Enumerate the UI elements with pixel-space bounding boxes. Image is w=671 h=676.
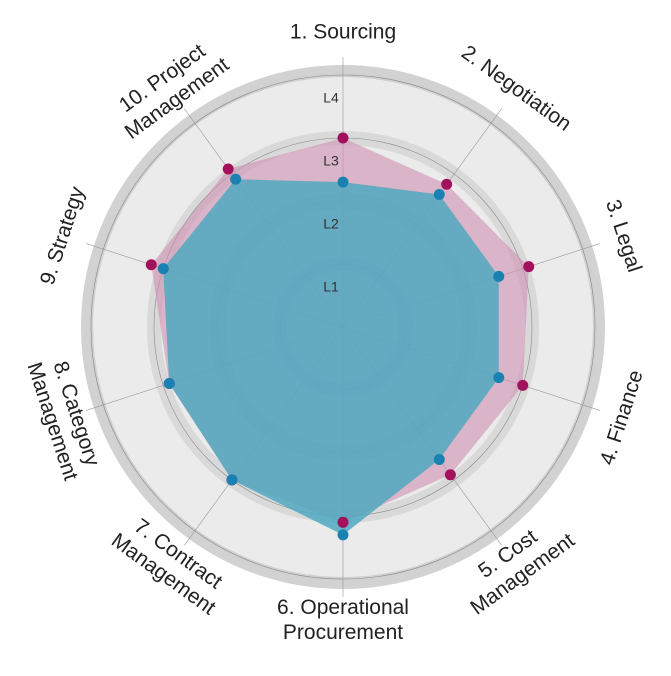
data-point [337,176,349,188]
axis-label: 1. Sourcing [290,21,396,44]
data-point [493,270,505,282]
series-area [163,179,499,535]
axis-label: 3. Legal [601,197,646,275]
r-tick-label: L4 [323,90,339,106]
r-tick-label: L3 [323,153,339,169]
data-point [337,516,349,528]
data-point [157,263,169,275]
axis-label: 9. Strategy [36,184,89,288]
data-point [433,454,445,466]
data-point [163,377,175,389]
data-point [222,163,234,175]
axis-label-line: 6. Operational [277,596,409,619]
data-point [523,261,535,273]
r-tick-label: L1 [323,279,339,295]
axis-label-line: 4. Finance [596,367,648,467]
data-point [517,379,529,391]
axis-label: 4. Finance [596,367,648,467]
axis-label-line: 1. Sourcing [290,21,396,44]
axis-label-line: Procurement [283,621,403,644]
data-point [441,178,453,190]
series-areas [145,132,535,541]
data-point [337,132,349,144]
r-tick-label: L2 [323,216,339,232]
axis-label-line: 3. Legal [601,197,646,275]
data-point [226,474,238,486]
data-point [444,469,456,481]
data-point [433,188,445,200]
data-point [145,259,157,271]
data-point [493,372,505,384]
axis-label-line: 9. Strategy [36,184,89,288]
data-point [337,529,349,541]
data-point [230,173,242,185]
